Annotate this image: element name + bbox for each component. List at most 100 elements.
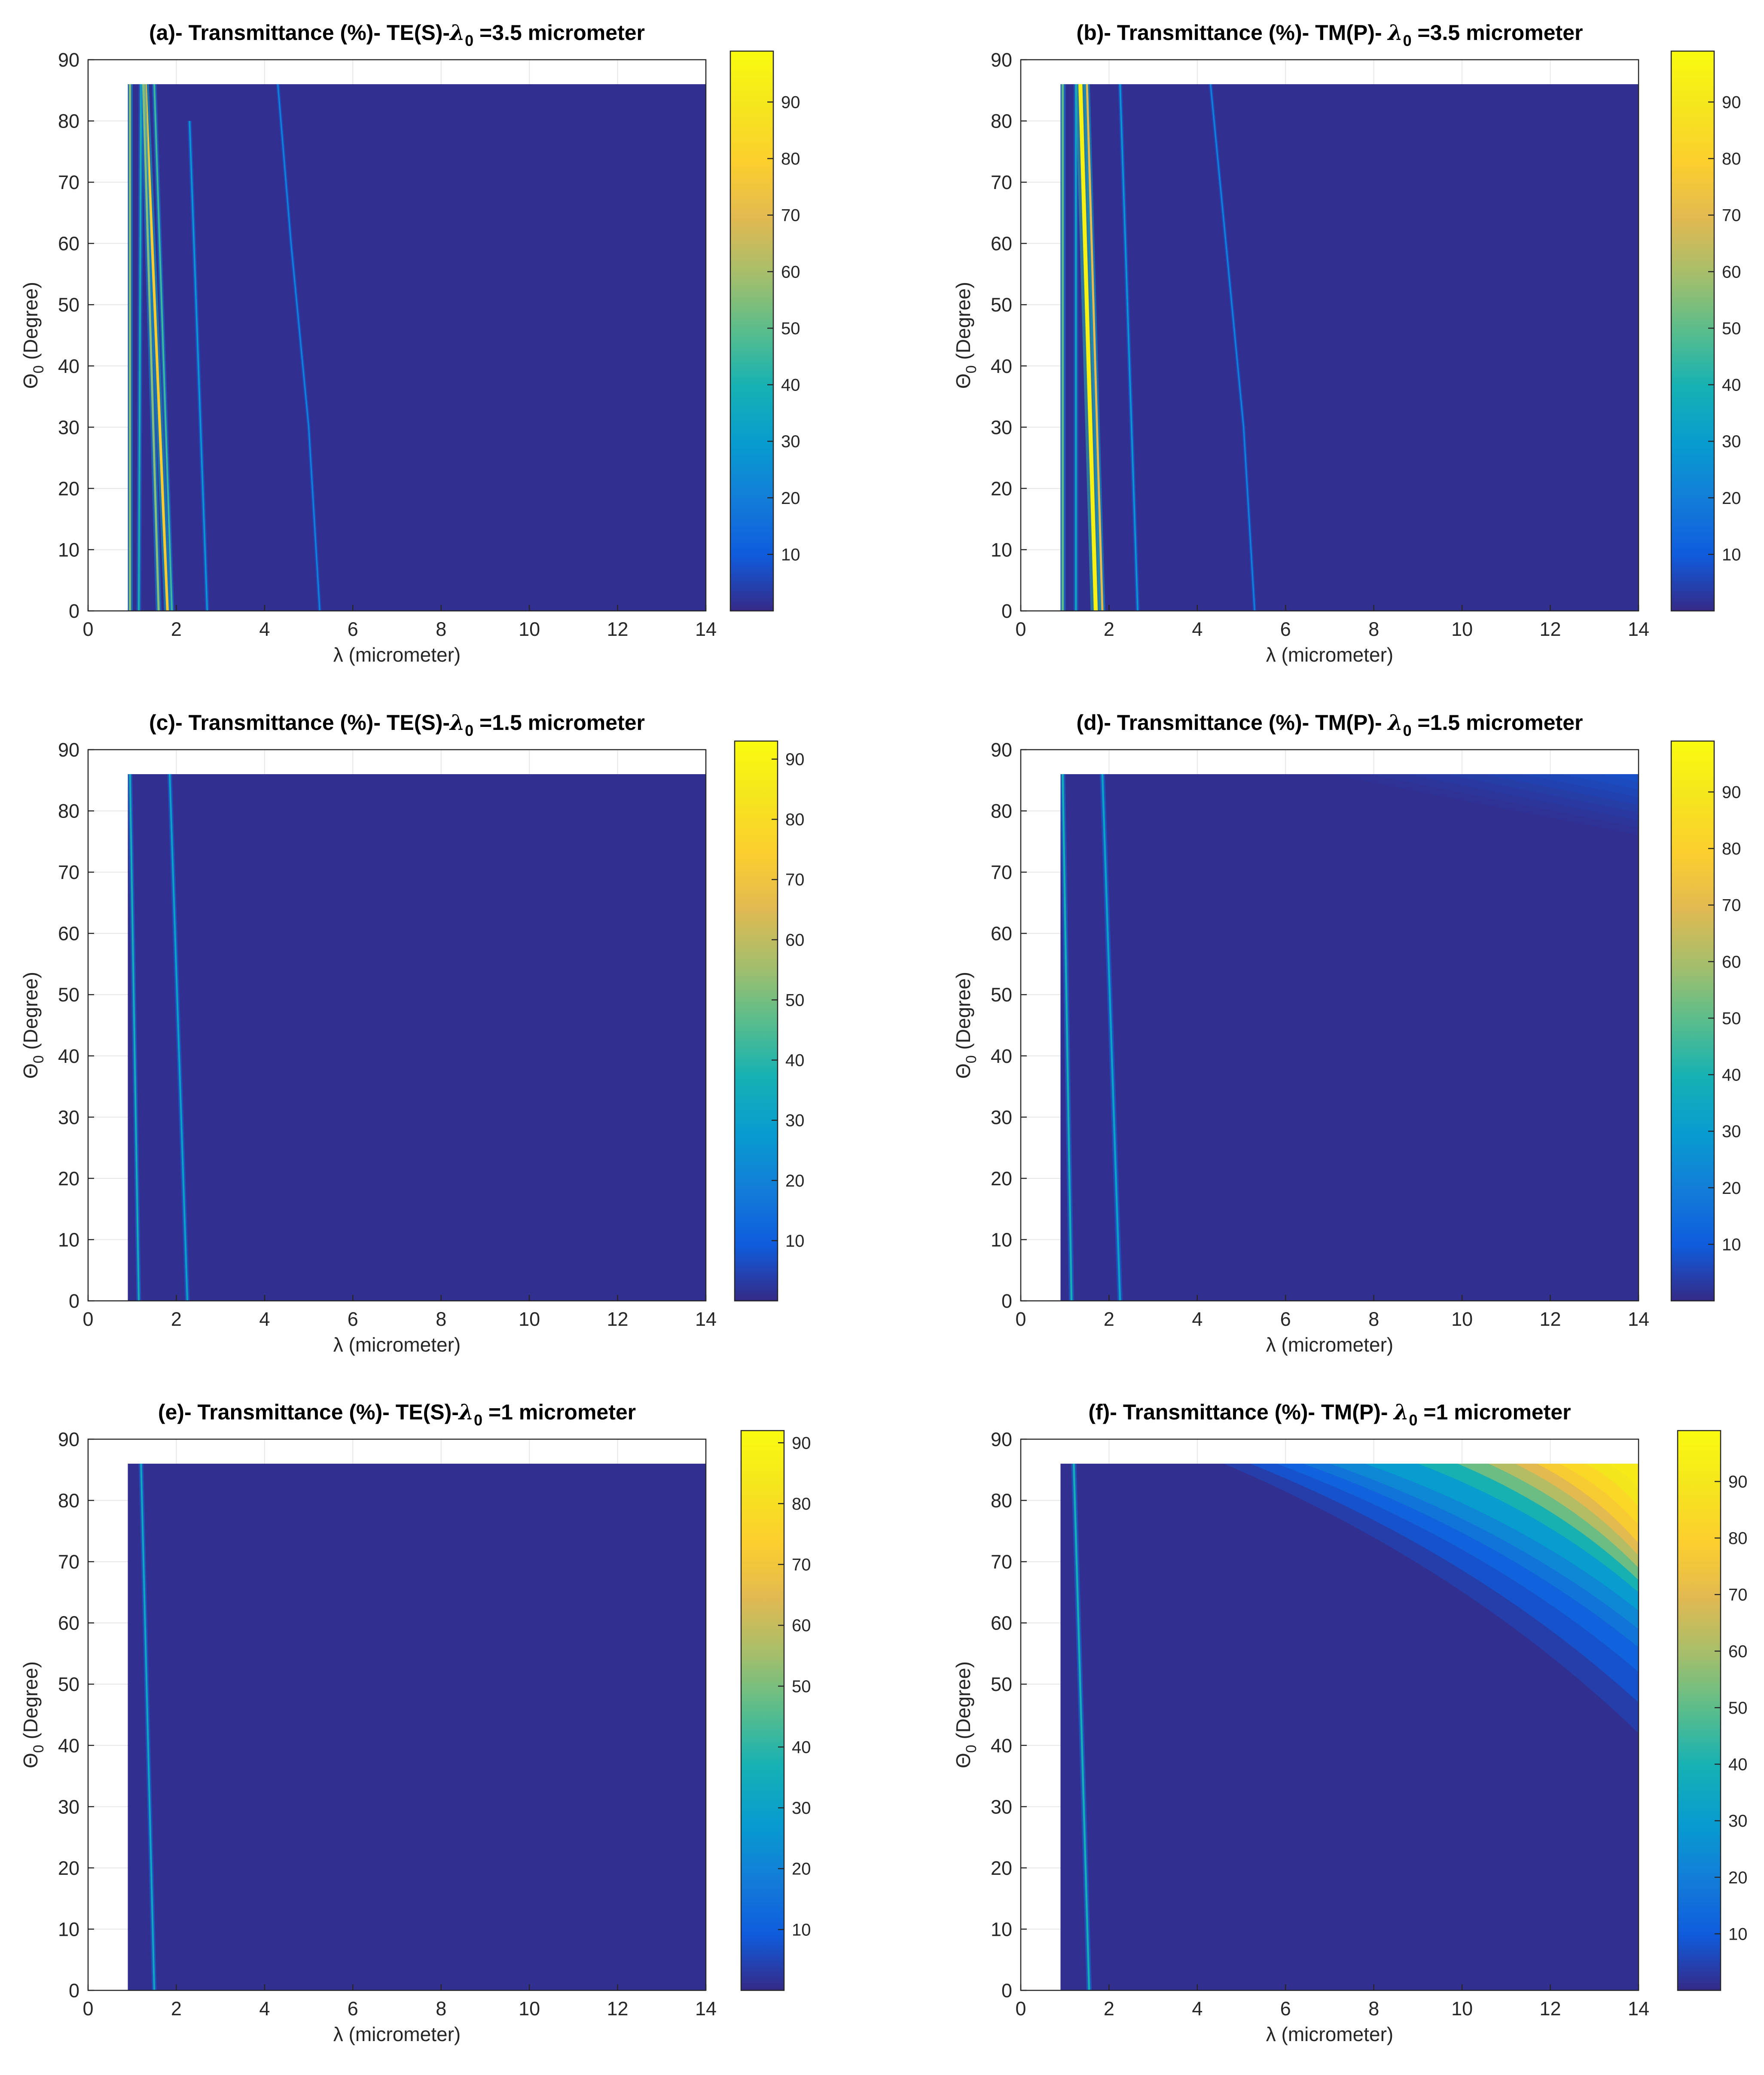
axes-box (87, 749, 707, 1302)
y-tick-label: 30 (991, 1796, 1012, 1818)
x-tick-label: 4 (259, 618, 270, 640)
colorbar-tick-label: 30 (792, 1799, 811, 1818)
heatmap-b (1060, 84, 1639, 611)
x-tick-label: 10 (1451, 618, 1473, 640)
axes-box (1020, 749, 1639, 1302)
colorbar-tick-label: 70 (785, 870, 805, 889)
y-tick-label: 30 (991, 416, 1012, 438)
resonance-line (140, 1464, 156, 1990)
colorbar-tick-label: 90 (1722, 93, 1741, 112)
colorbar-tick-label: 10 (781, 545, 800, 564)
x-tick-label: 10 (1451, 1308, 1473, 1330)
x-axis-label: λ (micrometer) (333, 644, 461, 666)
y-tick-label: 70 (991, 1551, 1012, 1573)
x-tick-label: 14 (695, 1308, 717, 1330)
x-tick-label: 14 (1628, 1308, 1649, 1330)
transmittance-gradient (1600, 774, 1639, 782)
x-tick-label: 12 (607, 1308, 629, 1330)
x-tick-label: 10 (519, 1308, 540, 1330)
colorbar-tick-label: 50 (792, 1677, 811, 1696)
chart-title: (d)- Transmittance (%)- TM(P)- λ0 =1.5 m… (1077, 710, 1583, 739)
y-tick-label: 40 (58, 1045, 79, 1067)
x-axis-label: λ (micrometer) (1266, 644, 1393, 666)
x-tick-label: 2 (171, 1308, 182, 1330)
y-tick-label: 90 (991, 49, 1012, 71)
heatmap-background (1060, 774, 1639, 1301)
y-tick-label: 40 (991, 355, 1012, 377)
x-tick-label: 12 (607, 1998, 629, 2020)
colorbar-tick-label: 40 (792, 1738, 811, 1757)
y-tick-label: 0 (69, 1980, 79, 2002)
y-tick-label: 10 (991, 1918, 1012, 1940)
y-tick-label: 10 (58, 539, 79, 561)
y-tick-label: 70 (991, 171, 1012, 193)
colorbar (729, 50, 774, 612)
x-tick-label: 12 (607, 618, 629, 640)
resonance-line (168, 774, 189, 1301)
colorbar-tick-label: 80 (1722, 150, 1741, 168)
colorbar-tick-label: 90 (785, 750, 805, 769)
x-tick-label: 4 (259, 1998, 270, 2020)
colorbar-tick-label: 40 (1728, 1755, 1748, 1774)
x-tick-label: 8 (1368, 1998, 1379, 2020)
resonance-line (1101, 774, 1121, 1301)
resonance-line (1119, 84, 1138, 611)
x-tick-label: 0 (82, 1998, 93, 2020)
axes-box (1020, 59, 1639, 612)
y-tick-label: 60 (58, 1612, 79, 1634)
colorbar-tick-label: 30 (781, 432, 800, 451)
y-tick-label: 10 (58, 1229, 79, 1251)
colorbar-tick-label: 70 (792, 1556, 811, 1575)
y-axis-label: Θ0 (Degree) (952, 282, 980, 389)
axes-box (1020, 1438, 1639, 1991)
colorbar-tick-label: 90 (1722, 783, 1741, 802)
y-axis-label: Θ0 (Degree) (952, 1661, 980, 1768)
colorbar-tick-label: 20 (785, 1172, 805, 1190)
y-tick-label: 90 (991, 739, 1012, 761)
colorbar (734, 740, 778, 1302)
panel-c: 0 2 4 6 8 10 12 14 0 10 20 30 40 50 60 70 80 90 λ (microme… (19, 710, 805, 1356)
resonance-line (1062, 774, 1073, 1301)
y-tick-label: 40 (991, 1045, 1012, 1067)
colorbar-tick-label: 10 (792, 1920, 811, 1939)
x-tick-label: 10 (1451, 1998, 1473, 2020)
y-tick-label: 80 (58, 800, 79, 822)
y-tick-label: 30 (58, 416, 79, 438)
colorbar-tick-label: 40 (781, 376, 800, 395)
x-tick-label: 6 (348, 1308, 358, 1330)
y-tick-label: 90 (58, 1428, 79, 1450)
y-tick-label: 50 (58, 294, 79, 316)
colorbar-tick-label: 20 (781, 489, 800, 508)
x-tick-label: 14 (695, 1998, 717, 2020)
colorbar-tick-label: 80 (1728, 1529, 1748, 1548)
colorbar-tick-label: 40 (785, 1051, 805, 1070)
x-tick-label: 14 (1628, 1998, 1649, 2020)
x-tick-label: 8 (1368, 1308, 1379, 1330)
x-tick-label: 0 (1015, 1998, 1026, 2020)
colorbar-tick-label: 90 (781, 93, 800, 112)
x-tick-label: 6 (1280, 618, 1291, 640)
y-tick-label: 10 (991, 1229, 1012, 1251)
colorbar-tick-label: 50 (1722, 319, 1741, 338)
x-tick-label: 4 (1192, 1308, 1202, 1330)
y-tick-label: 0 (1001, 600, 1012, 622)
y-tick-label: 60 (991, 923, 1012, 945)
x-tick-label: 10 (519, 1998, 540, 2020)
y-tick-label: 30 (58, 1796, 79, 1818)
colorbar-tick-label: 80 (1722, 839, 1741, 858)
x-tick-label: 12 (1540, 618, 1561, 640)
colorbar-tick-label: 60 (785, 931, 805, 949)
y-tick-label: 0 (1001, 1980, 1012, 2002)
colorbar-tick-label: 20 (1728, 1868, 1748, 1887)
x-tick-label: 0 (82, 1308, 93, 1330)
y-tick-label: 40 (58, 355, 79, 377)
colorbar-tick-label: 10 (1728, 1925, 1748, 1944)
y-tick-label: 20 (58, 478, 79, 500)
resonance-line (1210, 84, 1255, 611)
x-axis-label: λ (micrometer) (1266, 2023, 1393, 2045)
y-axis-label: Θ0 (Degree) (19, 972, 47, 1079)
y-tick-label: 60 (58, 233, 79, 255)
y-axis-label: Θ0 (Degree) (19, 282, 47, 389)
colorbar-tick-label: 30 (1722, 1122, 1741, 1141)
y-tick-label: 60 (58, 923, 79, 945)
